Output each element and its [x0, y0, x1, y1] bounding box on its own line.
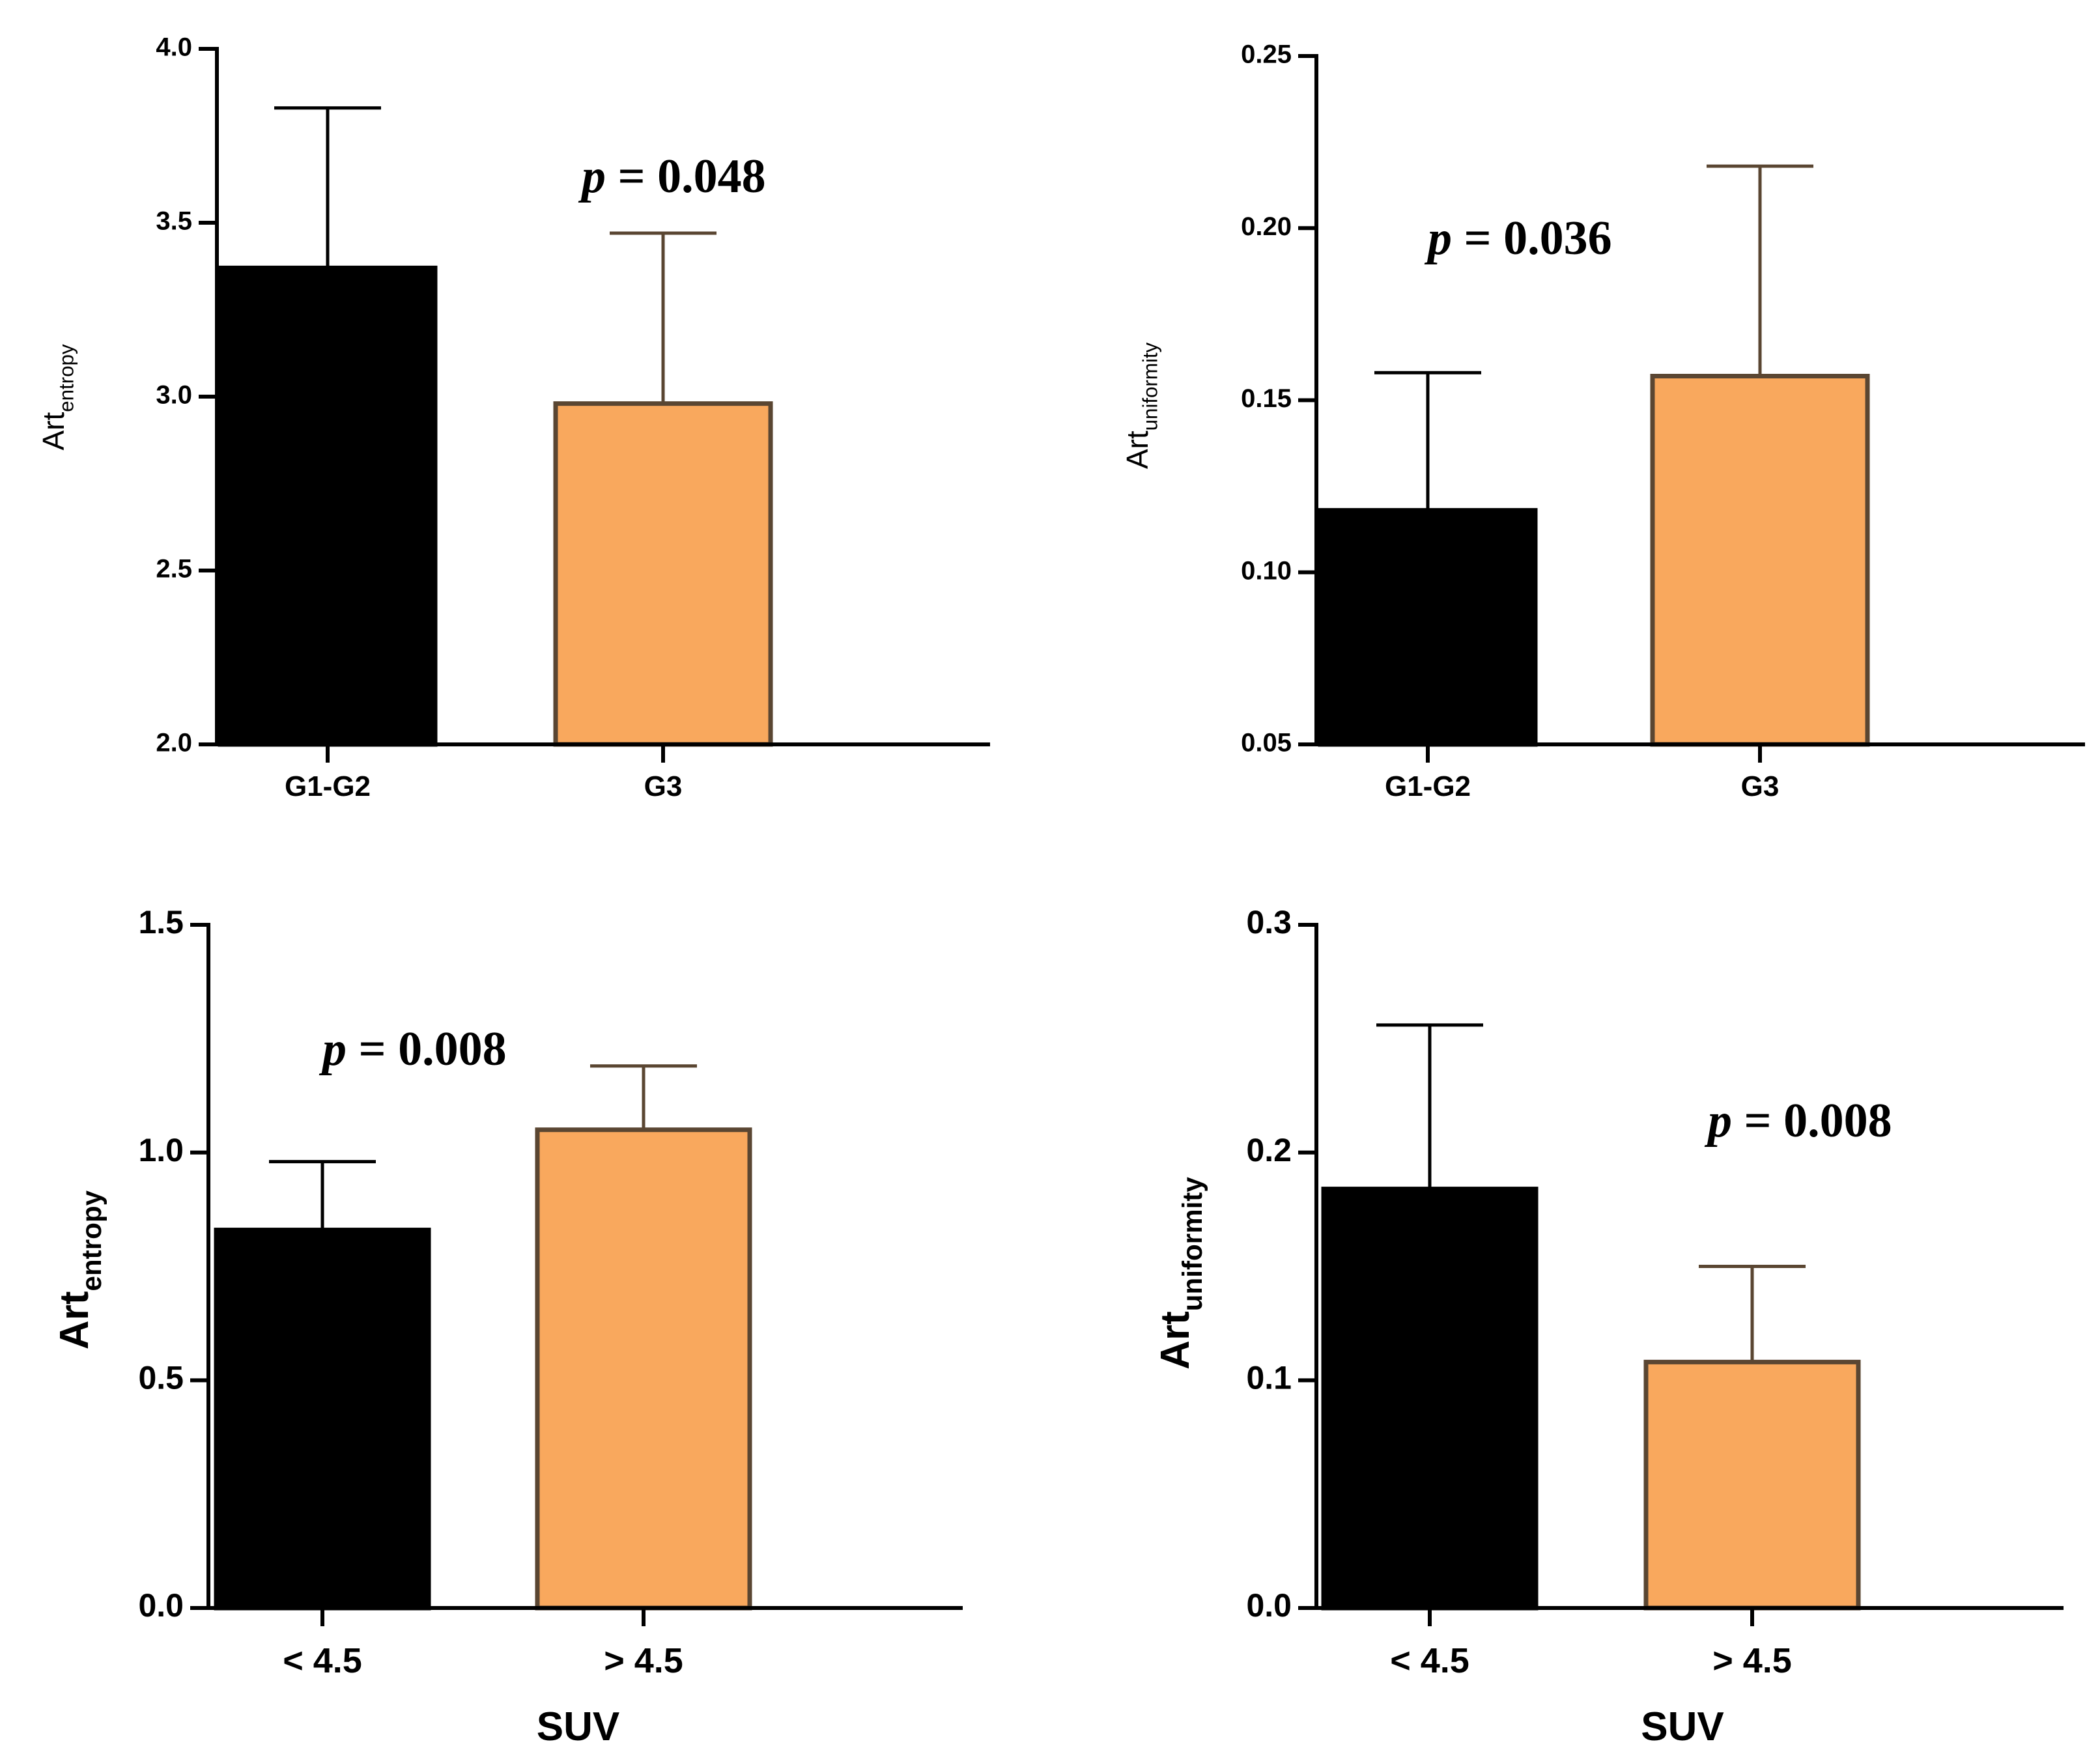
y-axis-title-subscript: entropy: [55, 344, 78, 412]
y-tick-label: 4.0: [156, 33, 192, 62]
chart-panel-4: 0.0 0.1 0.2 0.3 < 4.5 > 4.5 Artuniformity SUV p …: [1153, 904, 2064, 1749]
p-symbol: p: [319, 1023, 347, 1076]
x-tick-label: > 4.5: [604, 1641, 683, 1680]
x-tick-label: G3: [1741, 770, 1780, 802]
p-symbol: p: [1424, 212, 1452, 265]
y-tick-label: 0.3: [1246, 904, 1292, 940]
p-value-text: = 0.036: [1452, 212, 1612, 265]
y-axis-title: Artuniformity: [1153, 1177, 1208, 1370]
x-tick-label: G1-G2: [1385, 770, 1471, 802]
bar-dark: [1318, 508, 1538, 747]
bar-light: [1650, 374, 1870, 747]
y-axis-title-subscript: entropy: [76, 1190, 107, 1291]
x-axis-title: SUV: [537, 1704, 619, 1749]
y-tick-label: 0.0: [1246, 1587, 1292, 1624]
y-tick-label: 3.0: [156, 381, 192, 410]
y-tick-label: 1.0: [138, 1132, 184, 1168]
y-axis-title-main: Art: [36, 412, 70, 451]
y-tick-label: 2.5: [156, 555, 192, 584]
y-tick-label: 0.2: [1246, 1132, 1292, 1168]
bar-light: [535, 1127, 752, 1611]
p-value-annotation: p = 0.008: [1704, 1094, 1892, 1148]
p-symbol: p: [1704, 1094, 1732, 1148]
bar-light: [553, 401, 773, 747]
x-tick-label: > 4.5: [1712, 1641, 1792, 1680]
p-value-annotation: p = 0.048: [578, 150, 766, 203]
y-tick-label: 0.10: [1241, 556, 1292, 585]
y-tick-label: 0.0: [138, 1587, 184, 1624]
y-axis-title-main: Art: [52, 1291, 97, 1350]
x-tick-label: G3: [644, 770, 683, 802]
p-value-annotation: p = 0.036: [1424, 212, 1612, 265]
y-axis-title-main: Art: [1153, 1311, 1198, 1370]
y-tick-label: 2.0: [156, 729, 192, 757]
p-value-annotation: p = 0.008: [319, 1023, 507, 1076]
y-axis-title: Artentropy: [52, 1190, 107, 1349]
y-tick-label: 0.25: [1241, 40, 1292, 69]
y-tick-label: 0.1: [1246, 1360, 1292, 1396]
x-tick-label: < 4.5: [283, 1641, 362, 1680]
y-axis-title: Artentropy: [36, 344, 78, 450]
y-tick-label: 1.5: [138, 904, 184, 940]
y-tick-label: 0.05: [1241, 729, 1292, 757]
bar-dark: [218, 265, 438, 747]
p-symbol: p: [578, 150, 606, 203]
y-tick-label: 3.5: [156, 207, 192, 236]
y-tick-label: 0.5: [138, 1360, 184, 1396]
bar-dark: [214, 1228, 431, 1611]
y-axis-title-subscript: uniformity: [1139, 342, 1162, 430]
y-tick-label: 0.20: [1241, 212, 1292, 241]
p-value-text: = 0.008: [1732, 1094, 1892, 1148]
chart-panel-1: 2.0 2.5 3.0 3.5 4.0 G1-G2 G3 Artentropy p = 0.04…: [36, 33, 990, 802]
bar-dark: [1321, 1187, 1539, 1611]
x-tick-label: G1-G2: [285, 770, 371, 802]
chart-panel-3: 0.0 0.5 1.0 1.5 < 4.5 > 4.5 Artentropy SUV p = 0…: [52, 904, 963, 1749]
y-axis-title-subscript: uniformity: [1177, 1177, 1208, 1312]
chart-panel-2: 0.05 0.10 0.15 0.20 0.25 G1-G2 G3 Artuniformity…: [1120, 40, 2085, 802]
y-tick-label: 0.15: [1241, 384, 1292, 413]
p-value-text: = 0.008: [347, 1023, 507, 1076]
y-axis-title-main: Art: [1120, 430, 1154, 469]
y-axis-title: Artuniformity: [1120, 342, 1162, 469]
x-tick-label: < 4.5: [1390, 1641, 1469, 1680]
bar-light: [1643, 1359, 1861, 1611]
x-axis-title: SUV: [1641, 1704, 1724, 1749]
p-value-text: = 0.048: [606, 150, 766, 203]
